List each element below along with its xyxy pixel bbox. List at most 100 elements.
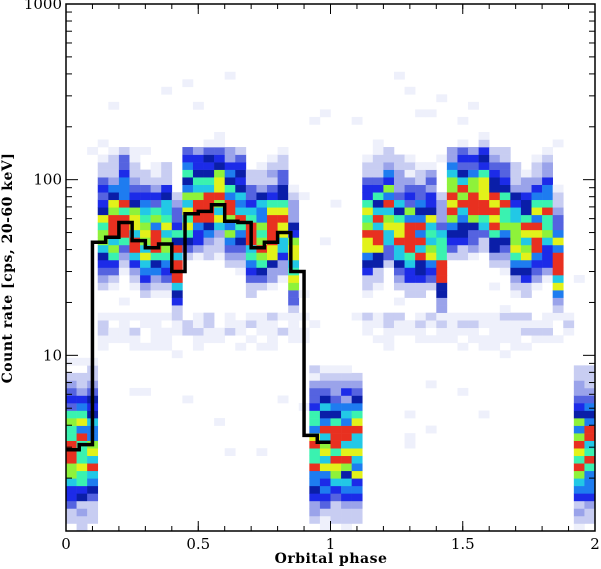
heatmap-cell — [542, 199, 553, 208]
heatmap-cell — [573, 433, 585, 441]
heatmap-cell — [584, 478, 596, 487]
heatmap-cell — [309, 500, 321, 509]
heatmap-cell — [404, 267, 416, 276]
heatmap-cell — [319, 418, 331, 426]
heatmap-cell — [267, 252, 278, 261]
heatmap-cell — [319, 403, 331, 411]
heatmap-cell — [97, 275, 109, 283]
heatmap-cell — [552, 192, 564, 201]
heatmap-cell — [584, 410, 596, 419]
heatmap-cell — [309, 410, 321, 419]
heatmap-cell — [192, 252, 204, 261]
heatmap-cell — [489, 237, 501, 246]
heatmap-cell — [489, 320, 501, 329]
heatmap-cell — [118, 207, 130, 216]
heatmap-cell — [552, 305, 564, 313]
heatmap-cell — [319, 448, 331, 457]
heatmap-cell — [584, 455, 596, 464]
heatmap-cell — [393, 222, 405, 231]
heatmap-cell — [140, 184, 151, 193]
heatmap-cell — [457, 387, 469, 396]
heatmap-cell — [319, 508, 331, 517]
x-axis-title: Orbital phase — [275, 551, 388, 567]
heatmap-cell — [161, 192, 173, 201]
heatmap-cell — [256, 162, 268, 170]
heatmap-cell — [161, 290, 173, 298]
heatmap-cell — [235, 169, 247, 178]
heatmap-cell — [584, 425, 596, 434]
heatmap-cell — [531, 335, 543, 344]
heatmap-cell — [383, 207, 395, 216]
heatmap-cell — [499, 252, 511, 261]
heatmap-cell — [468, 229, 479, 238]
heatmap-cell — [76, 380, 88, 389]
heatmap-cell — [330, 440, 342, 449]
heatmap-cell — [182, 192, 194, 201]
heatmap-cell — [425, 229, 437, 238]
heatmap-cell — [140, 342, 151, 351]
heatmap-cell — [171, 252, 183, 261]
heatmap-cell — [87, 463, 99, 472]
heatmap-cell — [245, 282, 257, 291]
heatmap-cell — [446, 169, 458, 178]
heatmap-cell — [404, 169, 416, 178]
heatmap-cell — [140, 177, 151, 185]
heatmap-cell — [319, 455, 331, 464]
heatmap-cell — [203, 214, 215, 223]
heatmap-cell — [584, 403, 596, 411]
heatmap-cell — [288, 237, 300, 246]
heatmap-cell — [362, 327, 374, 336]
heatmap-cell — [425, 237, 437, 246]
heatmap-cell — [404, 154, 416, 163]
heatmap-cell — [76, 410, 88, 419]
heatmap-cell — [309, 478, 321, 487]
heatmap-cell — [118, 162, 130, 170]
heatmap-cell — [457, 320, 469, 329]
heatmap-cell — [319, 372, 331, 381]
heatmap-cell — [309, 425, 321, 434]
heatmap-cell — [393, 184, 405, 193]
heatmap-cell — [256, 214, 268, 223]
heatmap-cell — [478, 154, 490, 163]
heatmap-cell — [393, 237, 405, 246]
heatmap-cell — [383, 342, 395, 351]
heatmap-cell — [108, 154, 120, 163]
heatmap-cell — [531, 327, 543, 336]
heatmap-cell — [129, 327, 141, 336]
heatmap-cell — [341, 433, 352, 441]
heatmap-cell — [351, 440, 363, 449]
heatmap-cell — [404, 259, 416, 268]
heatmap-cell — [393, 169, 405, 178]
heatmap-cell — [415, 169, 427, 178]
heatmap-cell — [66, 380, 77, 389]
heatmap-cell — [224, 312, 236, 321]
heatmap-cell — [552, 267, 564, 276]
heatmap-cell — [277, 199, 289, 208]
heatmap-cell — [319, 425, 331, 434]
heatmap-cell — [552, 252, 564, 261]
heatmap-cell — [140, 199, 151, 208]
heatmap-cell — [330, 380, 342, 389]
heatmap-cell — [66, 470, 77, 479]
heatmap-cell — [552, 207, 564, 216]
heatmap-cell — [309, 515, 321, 524]
heatmap-cell — [468, 162, 479, 170]
heatmap-cell — [415, 259, 427, 268]
heatmap-cell — [415, 177, 427, 185]
heatmap-cell — [330, 387, 342, 396]
x-ticks: 0 0.5 1 1.5 2 — [61, 4, 600, 553]
heatmap-cell — [552, 222, 564, 231]
heatmap-cell — [245, 252, 257, 261]
heatmap-cell — [489, 154, 501, 163]
heatmap-cell — [552, 244, 564, 253]
heatmap-cell — [404, 199, 416, 208]
heatmap-cell — [446, 207, 458, 216]
heatmap-cell — [330, 395, 342, 404]
heatmap-cell — [415, 192, 427, 201]
heatmap-cell — [383, 177, 395, 185]
heatmap-cell — [203, 162, 215, 170]
heatmap-cell — [192, 154, 204, 163]
heatmap-cell — [362, 177, 374, 185]
heatmap-cell — [309, 440, 321, 449]
heatmap-cell — [214, 192, 225, 201]
